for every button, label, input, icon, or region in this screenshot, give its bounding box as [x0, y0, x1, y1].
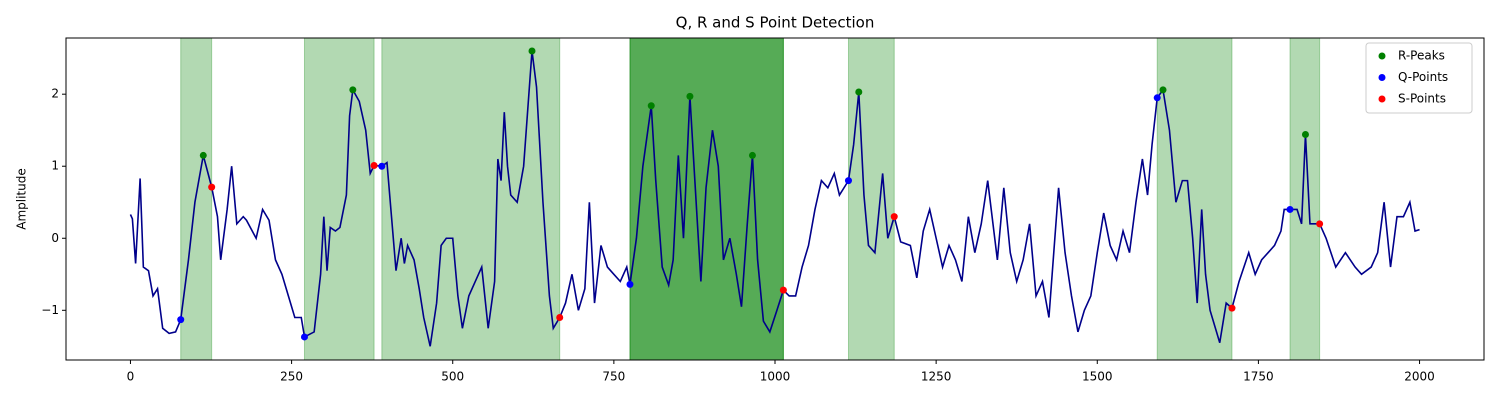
point-marker	[556, 313, 564, 321]
legend-marker	[1378, 52, 1386, 60]
point-marker	[370, 162, 378, 170]
y-tick-label: 1	[51, 159, 59, 173]
point-marker	[300, 333, 308, 341]
point-marker	[349, 86, 357, 94]
y-tick-label: 0	[51, 231, 59, 245]
y-axis-label: Amplitude	[15, 168, 29, 230]
point-marker	[647, 102, 655, 110]
chart-title: Q, R and S Point Detection	[676, 14, 875, 32]
x-tick-label: 0	[127, 370, 135, 384]
point-marker	[177, 316, 185, 324]
point-marker	[1286, 205, 1294, 213]
legend-marker	[1378, 95, 1386, 103]
x-tick-label: 1250	[921, 370, 952, 384]
signal-line	[129, 50, 1420, 347]
point-marker	[1159, 86, 1167, 94]
point-marker	[779, 286, 787, 294]
highlight-span	[629, 37, 784, 361]
legend-label: Q-Points	[1398, 70, 1448, 84]
highlight-span	[381, 37, 561, 361]
point-marker	[844, 177, 852, 185]
point-marker	[686, 92, 694, 100]
legend: R-Peaks Q-Points S-Points	[1365, 42, 1473, 114]
legend-label: S-Points	[1398, 92, 1446, 106]
highlight-span	[847, 37, 895, 361]
point-marker	[1301, 131, 1309, 139]
point-marker	[1316, 220, 1324, 228]
point-marker	[199, 151, 207, 159]
point-marker	[1228, 304, 1236, 312]
highlight-span	[303, 37, 375, 361]
x-tick-label: 2000	[1404, 370, 1435, 384]
point-marker	[528, 47, 536, 55]
highlight-span	[629, 37, 784, 361]
highlight-span	[1156, 37, 1233, 361]
x-tick-label: 1000	[760, 370, 791, 384]
point-marker	[890, 213, 898, 221]
legend-label: R-Peaks	[1398, 49, 1445, 63]
y-tick-label: 2	[51, 87, 59, 101]
point-marker	[208, 183, 216, 191]
point-marker	[1153, 94, 1161, 102]
legend-box	[1365, 42, 1473, 114]
x-tick-label: 1750	[1243, 370, 1274, 384]
y-tick-label: −1	[41, 303, 59, 317]
x-tick-label: 250	[280, 370, 303, 384]
legend-marker	[1378, 74, 1386, 81]
point-marker	[748, 151, 756, 159]
point-marker	[855, 88, 863, 96]
x-tick-label: 500	[441, 370, 464, 384]
highlight-span	[1289, 37, 1321, 361]
x-tick-label: 1500	[1082, 370, 1113, 384]
point-marker	[626, 280, 634, 288]
point-marker	[378, 162, 386, 170]
x-tick-label: 750	[602, 370, 625, 384]
